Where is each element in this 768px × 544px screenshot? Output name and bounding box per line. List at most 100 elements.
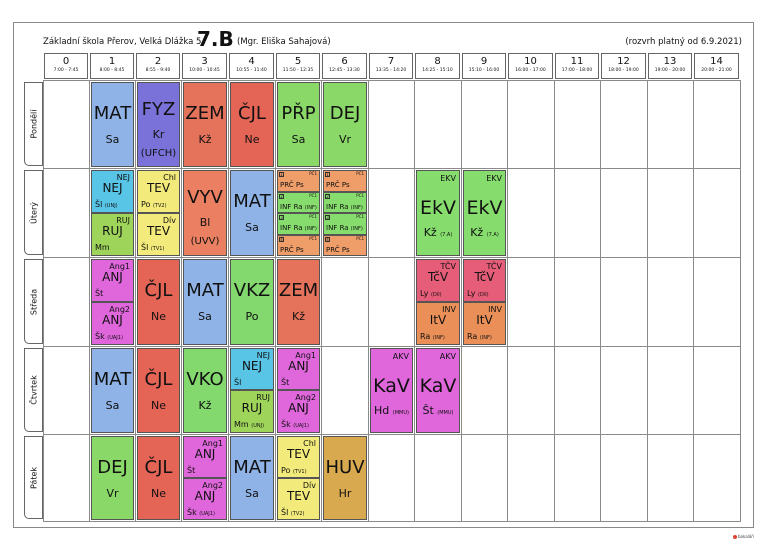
day-name: Pátek	[29, 466, 38, 489]
lesson-half-card[interactable]: Ang2 ANJ Šk (UAJ1)	[91, 302, 134, 345]
lesson-room: (INF)	[350, 226, 363, 232]
lesson-quarter-card[interactable]: 1 PČ1 PRČ Ps	[277, 170, 320, 192]
grid-cell	[368, 257, 415, 347]
lesson-half-card[interactable]: RUJ RUJ Mm	[91, 213, 134, 256]
lesson-subject: VKZ	[233, 280, 271, 301]
lesson-subject-teacher: INF Ra (INF)	[280, 203, 317, 212]
quarter-number: 4	[325, 237, 330, 242]
lesson-subject: PŘP	[281, 103, 316, 124]
lesson-teacher: Ra	[339, 224, 349, 232]
period-number: 3	[201, 56, 208, 67]
lesson-card[interactable]: ZEM Kž	[277, 259, 320, 345]
lesson-card[interactable]: EKV EkV Kž (7.A)	[463, 170, 506, 256]
lesson-quarter-card[interactable]: 2 PČ1 INF Ra (INF)	[323, 192, 367, 213]
lesson-card[interactable]: VKZ Po	[230, 259, 274, 345]
lesson-subject: ANJ	[288, 401, 309, 415]
lesson-card[interactable]: MAT Sa	[230, 436, 274, 520]
lesson-half-card[interactable]: Ang1 ANJ Št	[91, 259, 134, 302]
day-label-2: Středa	[24, 259, 43, 344]
lesson-group: TČV	[440, 262, 456, 271]
lesson-half-card[interactable]: Dív TEV Šl (TV2)	[277, 478, 320, 520]
lesson-card[interactable]: MAT Sa	[183, 259, 227, 345]
lesson-card[interactable]: MAT Sa	[230, 170, 274, 256]
lesson-group: EKV	[486, 174, 502, 183]
quarter-number: 2	[325, 194, 330, 199]
lesson-half-card[interactable]: NEJ NEJ Šl (UNJ)	[91, 170, 134, 213]
lesson-subject: HUV	[325, 457, 365, 478]
lesson-card[interactable]: ZEM Kž	[183, 82, 227, 167]
lesson-half-card[interactable]: Ang1 ANJ Št	[277, 348, 320, 390]
lesson-subject: TEV	[146, 181, 171, 195]
lesson-room: (UAJ1)	[107, 335, 123, 341]
lesson-card[interactable]: AKV KaV Hd (MMU)	[370, 348, 413, 433]
lesson-quarter-card[interactable]: 4 PČ1 PRČ Ps	[277, 235, 320, 256]
lesson-half-card[interactable]: Ang2 ANJ Šk (UAJ1)	[277, 390, 320, 433]
lesson-group: INV	[442, 305, 456, 314]
day-label-0: Pondělí	[24, 82, 43, 166]
lesson-room: (Díl)	[478, 292, 489, 298]
lesson-quarter-card[interactable]: 4 PČ1 PRČ Ps	[323, 235, 367, 256]
lesson-card[interactable]: DEJ Vr	[91, 436, 134, 520]
lesson-card[interactable]: VYV Bl (UVV)	[183, 170, 227, 256]
lesson-quarter-card[interactable]: 1 PČ1 PRČ Ps	[323, 170, 367, 192]
lesson-group: AKV	[439, 352, 456, 361]
lesson-teacher: Ne	[151, 487, 166, 500]
lesson-half-card[interactable]: NEJ NEJ Šl	[230, 348, 274, 390]
lesson-teacher: Kž	[198, 133, 212, 146]
lesson-teacher-room: Ra (INF)	[420, 332, 445, 343]
lesson-half-card[interactable]: Ang2 ANJ Šk (UAJ1)	[183, 478, 227, 520]
lesson-quarter-card[interactable]: 3 PČ1 INF Ra (INF)	[277, 213, 320, 235]
lesson-teacher-room: Ly (Díl)	[467, 289, 489, 300]
grid-cell	[43, 80, 90, 169]
lesson-teacher-room: Št	[281, 378, 289, 387]
lesson-subject-teacher: INF Ra (INF)	[326, 224, 363, 233]
lesson-half-card[interactable]: RUJ RUJ Mm (UNJ)	[230, 390, 274, 433]
day-name: Pondělí	[29, 109, 38, 139]
lesson-group: PČ1	[356, 236, 364, 241]
lesson-card[interactable]: AKV KaV Št (MMU)	[416, 348, 460, 433]
lesson-card[interactable]: VKO Kž	[183, 348, 227, 433]
lesson-half-card[interactable]: Chl TEV Po (TV2)	[137, 170, 180, 213]
lesson-group: EKV	[440, 174, 456, 183]
grid-cell	[321, 346, 369, 435]
lesson-quarter-card[interactable]: 2 PČ1 INF Ra (INF)	[277, 192, 320, 213]
lesson-half-card[interactable]: INV ItV Ra (INF)	[416, 302, 460, 345]
lesson-room: (INF)	[304, 226, 317, 232]
lesson-teacher: Šl	[281, 508, 289, 517]
lesson-card[interactable]: DEJ Vr	[323, 82, 367, 167]
lesson-subject: ČJL	[144, 369, 173, 390]
lesson-subject: ČJL	[238, 103, 266, 124]
lesson-card[interactable]: ČJL Ne	[137, 348, 180, 433]
lesson-subject: PRČ	[280, 181, 294, 189]
lesson-card[interactable]: ČJL Ne	[137, 436, 180, 520]
lesson-card[interactable]: HUV Hr	[323, 436, 367, 520]
grid-cell	[461, 346, 508, 435]
lesson-card[interactable]: ČJL Ne	[230, 82, 274, 167]
lesson-half-card[interactable]: Dív TEV Šl (TV1)	[137, 213, 180, 256]
lesson-subject: ČJL	[144, 280, 173, 301]
lesson-teacher: Mm	[95, 243, 110, 252]
lesson-room: (UVV)	[190, 236, 220, 247]
lesson-card[interactable]: MAT Sa	[91, 348, 134, 433]
lesson-half-card[interactable]: TČV TčV Ly (Díl)	[463, 259, 506, 302]
lesson-half-card[interactable]: Chl TEV Po (TV1)	[277, 436, 320, 478]
period-time: 13:35 - 14:20	[375, 68, 407, 73]
lesson-subject: VKO	[186, 369, 224, 390]
lesson-card[interactable]: EKV EkV Kž (7.A)	[416, 170, 460, 256]
lesson-quarter-card[interactable]: 3 PČ1 INF Ra (INF)	[323, 213, 367, 235]
lesson-half-card[interactable]: TČV TčV Ly (Díl)	[416, 259, 460, 302]
grid-cell	[414, 434, 462, 522]
lesson-subject: MAT	[93, 103, 132, 124]
period-5-header: 5 11:50 - 12:35	[276, 53, 320, 79]
grid-cell	[461, 434, 508, 522]
lesson-card[interactable]: FYZ Kr (UFCH)	[137, 82, 180, 167]
lesson-card[interactable]: ČJL Ne	[137, 259, 180, 345]
lesson-half-card[interactable]: Ang1 ANJ Št	[183, 436, 227, 478]
lesson-card[interactable]: MAT Sa	[91, 82, 134, 167]
lesson-subject: ANJ	[102, 270, 123, 284]
lesson-subject: TčV	[427, 270, 449, 284]
lesson-card[interactable]: PŘP Sa	[277, 82, 320, 167]
lesson-group: PČ1	[356, 214, 364, 219]
lesson-half-card[interactable]: INV ItV Ra (INF)	[463, 302, 506, 345]
lesson-subject: EkV	[419, 197, 456, 219]
